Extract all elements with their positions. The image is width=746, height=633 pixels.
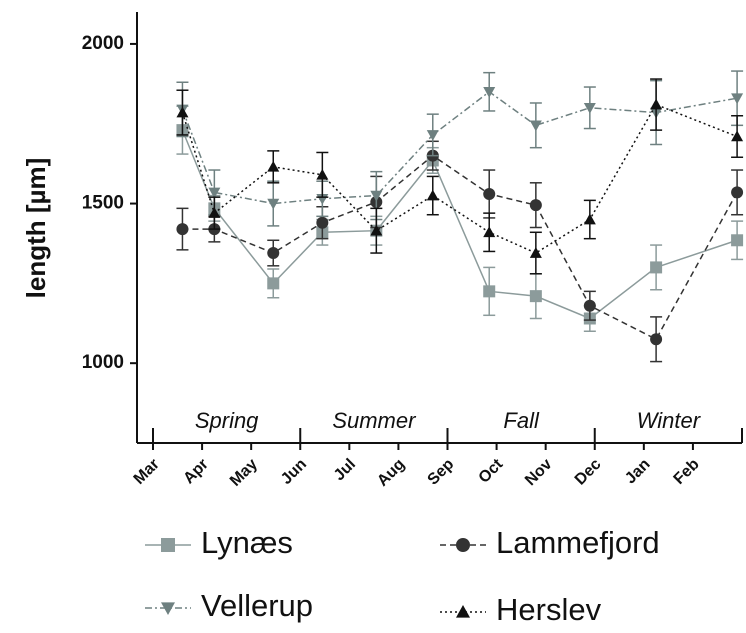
season-label: Spring — [195, 408, 259, 433]
data-point — [650, 261, 663, 274]
x-tick-label: Oct — [476, 455, 507, 486]
data-point — [583, 299, 596, 312]
data-point — [529, 290, 542, 303]
x-tick-label: Jan — [622, 456, 654, 488]
data-point — [267, 198, 280, 210]
data-point — [731, 186, 744, 199]
data-point — [426, 130, 439, 141]
data-point — [370, 190, 383, 202]
x-tick-label: Apr — [180, 456, 212, 488]
x-tick-label: Sep — [425, 456, 458, 489]
legend-label: Herslev — [496, 592, 602, 627]
data-point — [483, 87, 496, 98]
data-point — [267, 160, 280, 172]
data-point — [208, 207, 221, 218]
y-tick-label: 1000 — [82, 352, 124, 373]
data-point — [208, 187, 221, 199]
legend-marker — [161, 538, 175, 552]
data-point — [483, 226, 496, 238]
data-point — [176, 223, 189, 236]
data-point — [529, 199, 542, 212]
data-point — [731, 130, 744, 142]
data-point — [583, 102, 596, 114]
data-point — [267, 277, 280, 290]
data-point — [316, 216, 329, 229]
data-point — [650, 98, 663, 110]
series-line — [181, 103, 738, 254]
season-label: Summer — [332, 408, 417, 433]
x-tick-label: Jun — [278, 456, 310, 488]
y-axis-label: length [µm] — [21, 158, 51, 299]
x-tick-label: Mar — [131, 456, 163, 488]
x-tick-label: May — [227, 456, 261, 490]
x-tick-label: Feb — [671, 456, 703, 488]
y-tick-label: 1500 — [82, 193, 124, 214]
legend-label: Vellerup — [201, 588, 313, 623]
series-line — [182, 154, 738, 341]
data-point — [370, 224, 383, 236]
legend-marker — [456, 605, 470, 618]
season-label: Fall — [503, 408, 540, 433]
data-point — [176, 106, 189, 118]
legend-marker — [161, 602, 175, 615]
data-point — [483, 187, 496, 200]
y-tick-label: 2000 — [82, 33, 124, 54]
x-tick-label: Aug — [374, 456, 408, 490]
season-label: Winter — [637, 408, 702, 433]
data-point — [529, 247, 542, 258]
x-tick-label: Dec — [572, 456, 605, 489]
x-tick-label: Jul — [331, 456, 359, 484]
data-point — [650, 333, 663, 346]
data-point — [731, 93, 744, 105]
data-point — [426, 189, 439, 201]
x-tick-label: Nov — [522, 456, 555, 489]
data-point — [529, 120, 542, 132]
data-point — [483, 285, 496, 298]
legend-marker — [456, 538, 470, 552]
data-point — [583, 213, 596, 225]
data-point — [731, 234, 744, 247]
data-point — [267, 247, 280, 260]
data-point — [316, 168, 329, 180]
legend-label: Lynæs — [201, 525, 293, 560]
legend-label: Lammefjord — [496, 525, 660, 560]
